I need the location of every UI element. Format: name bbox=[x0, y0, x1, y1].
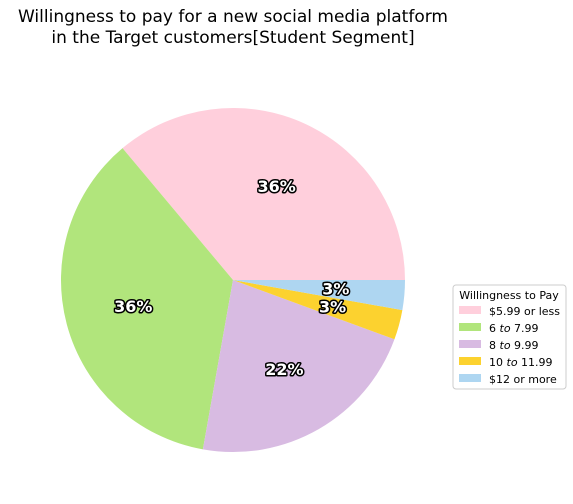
pie-percent-labels: 36% 36% 22% 3%3% bbox=[113, 175, 351, 380]
legend-label-2: 6 to 7.99 bbox=[489, 322, 539, 335]
pie-slices bbox=[60, 107, 405, 453]
pie-percent-label-1: 36% bbox=[258, 177, 296, 196]
legend-swatch-5 bbox=[459, 374, 481, 382]
legend-label-1: $5.99 or less bbox=[489, 305, 560, 318]
chart-title-line-1: Willingness to pay for a new social medi… bbox=[18, 7, 448, 27]
pie-slice-3 bbox=[202, 280, 395, 453]
legend-title: Willingness to Pay bbox=[459, 289, 559, 302]
pie-percent-label-5: 3% bbox=[322, 280, 349, 299]
pie-percent-label-2: 36% bbox=[114, 297, 152, 316]
chart-legend: Willingness to Pay $5.99 or less 6 to 7.9… bbox=[452, 284, 567, 390]
legend-swatch-3 bbox=[459, 340, 481, 348]
legend-label-5: $12 or more bbox=[489, 373, 557, 386]
legend-swatch-2 bbox=[459, 323, 481, 331]
pie-slice-1 bbox=[122, 107, 405, 280]
legend-swatch-4 bbox=[459, 357, 481, 365]
legend-label-3: 8 to 9.99 bbox=[489, 339, 539, 352]
legend-swatch-1 bbox=[459, 306, 481, 314]
pie-percent-label-3: 22% bbox=[265, 360, 303, 379]
pie-slice-2 bbox=[60, 148, 234, 450]
legend-frame bbox=[452, 284, 567, 390]
pie-slice-4 bbox=[233, 280, 403, 340]
legend-label-4: 10 to 11.99 bbox=[489, 356, 553, 369]
chart-title-line-2: in the Target customers[Student Segment] bbox=[51, 28, 414, 48]
pie-slice-5 bbox=[233, 280, 405, 311]
pie-percent-label-4: 3% bbox=[319, 297, 346, 316]
